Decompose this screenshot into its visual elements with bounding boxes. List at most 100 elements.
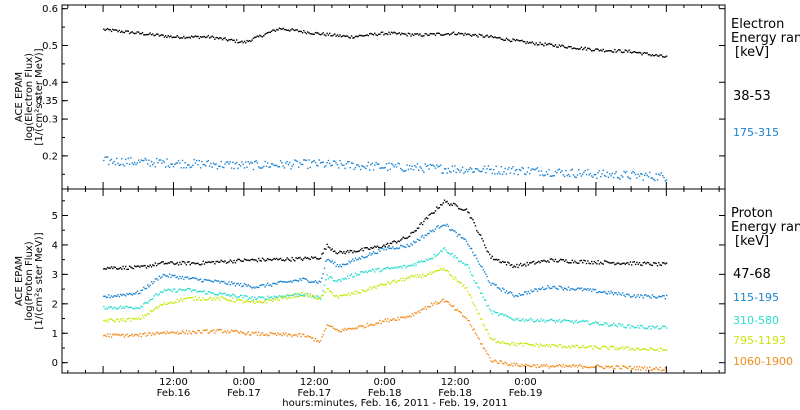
data-point [560,344,562,346]
data-point [184,276,186,278]
data-point [205,298,207,301]
data-point [372,324,375,326]
data-point [646,261,648,264]
data-point [121,333,123,336]
data-point [214,299,216,301]
data-point [541,260,544,262]
data-point [418,310,420,312]
data-point [446,200,448,203]
data-point [499,261,501,263]
data-point [603,51,606,53]
series-175-315 [103,156,668,182]
data-point [183,298,185,300]
data-point [612,346,615,348]
data-point [406,277,408,279]
data-point [538,288,540,290]
data-point [258,257,260,260]
data-point [236,330,238,332]
data-point [350,260,353,262]
data-point [474,305,477,308]
data-point [512,266,514,269]
data-point [405,237,407,240]
data-point [365,270,367,272]
data-point [380,31,382,34]
data-point [490,310,492,312]
data-point [365,256,367,258]
data-point [419,166,421,168]
data-point [223,297,225,300]
data-point [350,292,353,294]
data-point [236,296,238,299]
data-point [162,274,164,276]
data-point [237,331,239,333]
data-point [503,315,505,317]
data-point [329,259,331,262]
data-point [557,169,559,171]
data-point [485,172,487,174]
data-point [518,343,521,345]
data-point [463,34,465,36]
data-point [602,367,604,370]
data-point [201,36,203,38]
data-point [348,251,350,254]
data-point [492,282,495,285]
data-point [172,302,175,305]
data-point [171,331,173,333]
data-point [415,33,417,35]
data-point [460,282,462,284]
data-point [225,294,228,296]
data-point [176,291,178,293]
data-point [318,258,320,260]
data-point [500,38,502,40]
data-point [277,259,279,261]
data-point [298,293,300,295]
data-point [163,36,166,38]
data-point [255,36,257,38]
data-point [525,265,527,267]
data-point [224,282,226,284]
data-point [248,285,251,287]
data-point [375,34,377,36]
data-point [122,317,124,320]
data-point [335,265,337,268]
data-point [269,284,271,286]
data-point [397,247,399,250]
data-point [452,230,455,232]
data-point [106,266,109,269]
data-point [332,160,335,162]
data-point [118,295,120,298]
data-point [181,289,184,291]
data-point [104,156,106,159]
data-point [603,367,606,370]
data-point [437,225,439,227]
data-point [132,335,135,337]
proton-legend-item-1060-1900: 1060-1900 [733,355,793,368]
data-point [175,291,177,293]
data-point [236,259,238,262]
data-point [277,299,279,301]
data-point [233,330,235,332]
data-point [427,232,429,235]
data-point [265,165,268,167]
data-point [137,31,140,33]
data-point [597,347,599,349]
data-point [144,314,146,316]
data-point [148,33,150,35]
data-point [367,161,370,164]
data-point [123,165,126,167]
data-point [415,241,417,243]
data-point [314,337,317,340]
data-point [230,300,233,302]
data-point [525,42,527,45]
data-point [660,347,663,350]
data-point [316,281,318,283]
data-point [601,173,603,175]
data-point [598,365,601,368]
data-point [478,338,481,340]
data-point [402,265,404,267]
data-point [122,31,124,34]
data-point [470,35,473,37]
data-point [147,312,149,315]
data-point [591,175,593,177]
data-point [574,289,576,291]
